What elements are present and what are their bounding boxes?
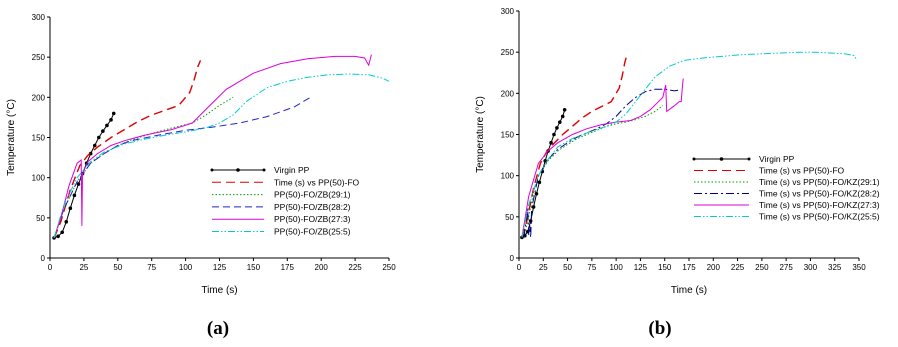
series-line [53, 113, 115, 239]
legend-label: Time (s) vs PP(50)-FO [274, 177, 360, 187]
series-line [521, 55, 628, 238]
data-point-marker [72, 193, 77, 198]
x-tick-label: 100 [609, 263, 623, 272]
y-tick-label: 100 [32, 174, 46, 183]
y-tick-label: 50 [505, 213, 514, 222]
series-line [523, 105, 664, 238]
legend-label: Time (s) vs PP(50)-FO [759, 166, 845, 176]
y-tick-label: 150 [501, 131, 515, 140]
legend-label: Time (s) vs PP(50)-FO/KZ(28:2) [759, 189, 880, 199]
x-tick-label: 125 [213, 263, 227, 272]
x-tick-label: 350 [852, 263, 866, 272]
data-point-marker [76, 182, 81, 186]
series-line [53, 73, 390, 239]
series-line [523, 88, 680, 238]
data-point-marker [101, 129, 105, 133]
legend-marker [747, 157, 751, 161]
x-tick-label: 125 [634, 263, 648, 272]
y-axis-label: Temperature (°C) [475, 96, 486, 173]
data-point-marker [60, 230, 65, 235]
y-tick-label: 0 [510, 254, 515, 263]
x-tick-label: 300 [804, 263, 818, 272]
legend-marker [719, 157, 724, 161]
legend-label: Time (s) vs PP(50)-FO/KZ(27:3) [759, 200, 880, 210]
data-point-marker [558, 120, 562, 124]
x-tick-label: 325 [828, 263, 842, 272]
x-axis-label: Time (s) [671, 285, 707, 296]
x-tick-label: 200 [707, 263, 721, 272]
y-tick-label: 200 [501, 89, 515, 98]
x-tick-label: 225 [731, 263, 745, 272]
panel-label: (b) [648, 318, 671, 339]
series-line [53, 60, 202, 239]
x-tick-label: 175 [682, 263, 696, 272]
data-point-marker [68, 206, 73, 210]
x-tick-label: 150 [247, 263, 261, 272]
legend-label: PP(50)-FO/ZB(25:5) [274, 227, 351, 237]
y-tick-label: 100 [501, 172, 515, 181]
data-point-marker [555, 126, 559, 130]
legend-marker [210, 168, 214, 172]
x-tick-label: 150 [658, 263, 672, 272]
data-point-marker [528, 219, 533, 223]
legend-marker [692, 157, 696, 161]
x-tick-label: 250 [382, 263, 396, 272]
x-tick-label: 25 [79, 263, 88, 272]
x-tick-label: 75 [147, 263, 156, 272]
y-tick-label: 150 [32, 134, 46, 143]
y-tick-label: 300 [501, 7, 515, 16]
y-axis-label: Temperature (°C) [6, 99, 17, 176]
data-point-marker [56, 234, 60, 239]
panel-label: (a) [207, 318, 229, 339]
x-tick-label: 0 [48, 263, 53, 272]
x-tick-label: 0 [517, 263, 522, 272]
y-tick-label: 0 [41, 254, 46, 263]
x-axis-label: Time (s) [201, 285, 237, 296]
x-tick-label: 250 [755, 263, 769, 272]
legend-label: Virgin PP [274, 165, 310, 175]
x-tick-label: 225 [348, 263, 362, 272]
legend-label: PP(50)-FO/ZB(29:1) [274, 190, 351, 200]
y-tick-label: 300 [32, 13, 46, 22]
data-point-marker [92, 143, 97, 148]
legend-marker [262, 168, 266, 172]
x-tick-label: 175 [281, 263, 295, 272]
data-point-marker [549, 140, 553, 145]
x-tick-label: 75 [587, 263, 596, 272]
data-point-marker [534, 191, 539, 196]
series-line [53, 96, 311, 239]
data-point-marker [97, 135, 101, 140]
data-point-marker [562, 108, 567, 112]
legend-label: PP(50)-FO/ZB(27:3) [274, 214, 351, 224]
data-point-marker [531, 205, 536, 209]
chart-panel-b: 0 25 50 75 100 125 150 175 200 225 250 275 300 325 350… [475, 7, 880, 339]
series-line [53, 54, 372, 239]
series-line [521, 51, 858, 238]
legend-label: PP(50)-FO/ZB(28:2) [274, 202, 351, 212]
legend-label: Virgin PP [759, 154, 795, 164]
y-tick-label: 50 [36, 214, 45, 223]
data-point-marker [105, 123, 109, 128]
y-tick-label: 250 [32, 53, 46, 62]
data-point-marker [560, 114, 565, 119]
data-point-marker [64, 220, 69, 224]
x-tick-label: 50 [113, 263, 122, 272]
x-tick-label: 275 [779, 263, 793, 272]
x-tick-label: 25 [539, 263, 548, 272]
data-point-marker [109, 118, 113, 122]
x-tick-label: 50 [563, 263, 572, 272]
x-tick-label: 200 [315, 263, 329, 272]
data-point-marker [552, 132, 556, 137]
x-tick-label: 100 [179, 263, 193, 272]
y-tick-label: 200 [32, 93, 46, 102]
y-tick-label: 250 [501, 48, 515, 57]
legend-label: Time (s) vs PP(50)-FO/KZ(29:1) [759, 177, 880, 187]
data-point-marker [537, 180, 542, 185]
chart-panel-a: 0 25 50 75 100 125 150 175 200 225 250 0 50 100 150 200… [6, 13, 396, 339]
series-line [521, 78, 684, 238]
legend-label: Time (s) vs PP(50)-FO/KZ(25:5) [759, 212, 880, 222]
legend-marker [236, 168, 240, 172]
data-point-marker [111, 111, 116, 116]
